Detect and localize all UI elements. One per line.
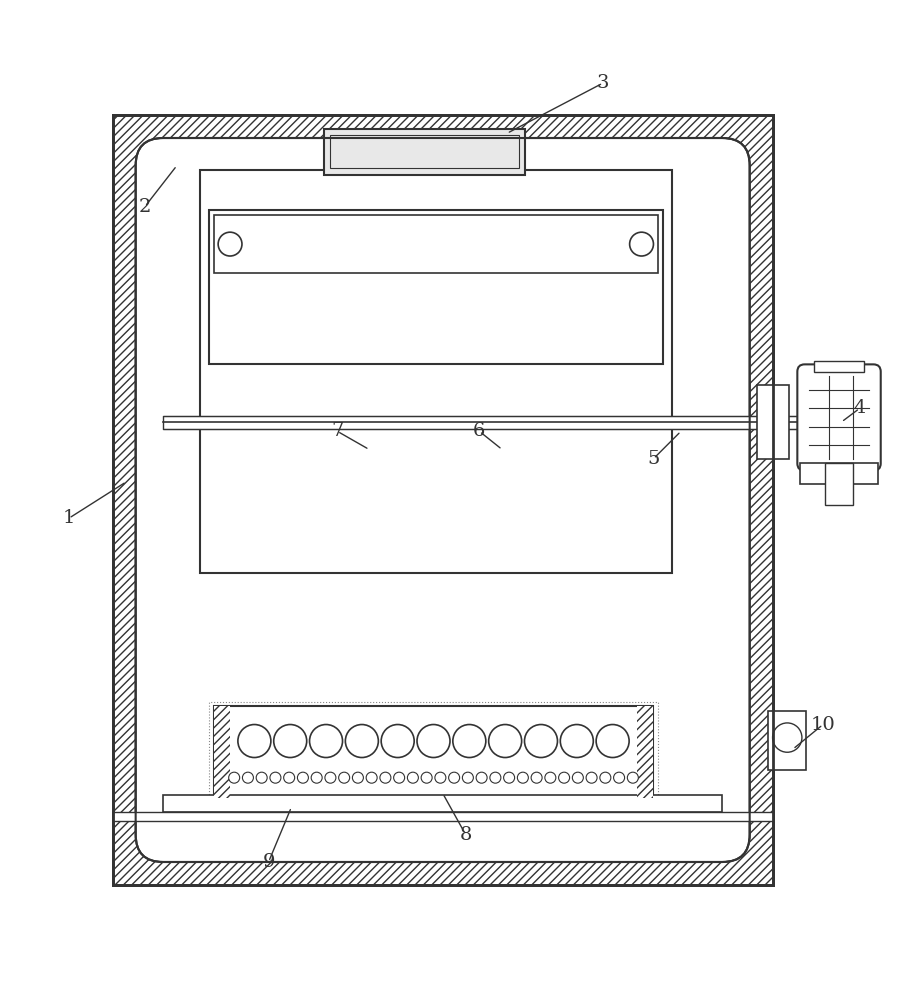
Circle shape <box>408 772 419 783</box>
Circle shape <box>311 772 322 783</box>
Bar <box>637 706 654 798</box>
Text: 3: 3 <box>597 74 609 92</box>
Circle shape <box>238 725 271 758</box>
Circle shape <box>490 772 501 783</box>
FancyBboxPatch shape <box>798 364 881 471</box>
Circle shape <box>219 232 242 256</box>
Circle shape <box>597 725 629 758</box>
Bar <box>112 115 163 885</box>
Circle shape <box>274 725 307 758</box>
Bar <box>214 706 654 798</box>
Circle shape <box>417 725 450 758</box>
Bar <box>800 463 878 484</box>
Circle shape <box>462 772 473 783</box>
Circle shape <box>476 772 487 783</box>
Circle shape <box>394 772 405 783</box>
Text: 8: 8 <box>459 826 472 844</box>
Bar <box>163 795 722 812</box>
Circle shape <box>381 725 414 758</box>
Circle shape <box>531 772 542 783</box>
Bar <box>330 135 519 168</box>
Circle shape <box>346 725 378 758</box>
Bar <box>814 361 864 372</box>
Circle shape <box>613 772 624 783</box>
Circle shape <box>270 772 281 783</box>
Bar <box>112 812 773 821</box>
Bar <box>112 115 773 885</box>
Circle shape <box>242 772 254 783</box>
Text: 4: 4 <box>854 399 866 417</box>
Circle shape <box>325 772 336 783</box>
Circle shape <box>449 772 460 783</box>
Bar <box>768 711 807 770</box>
Circle shape <box>559 772 570 783</box>
Circle shape <box>503 772 514 783</box>
Circle shape <box>630 232 654 256</box>
Circle shape <box>256 772 267 783</box>
Circle shape <box>561 725 593 758</box>
Circle shape <box>773 723 802 752</box>
Bar <box>112 115 773 165</box>
Text: 2: 2 <box>138 198 151 216</box>
Circle shape <box>352 772 363 783</box>
Text: 1: 1 <box>63 509 75 527</box>
Text: 7: 7 <box>331 422 344 440</box>
Circle shape <box>229 772 240 783</box>
Circle shape <box>338 772 349 783</box>
Circle shape <box>600 772 611 783</box>
Circle shape <box>586 772 597 783</box>
Bar <box>200 170 672 573</box>
Circle shape <box>421 772 432 783</box>
Circle shape <box>284 772 295 783</box>
Circle shape <box>298 772 309 783</box>
Circle shape <box>453 725 486 758</box>
Bar <box>112 835 773 885</box>
Bar <box>112 115 773 885</box>
Bar <box>825 463 853 505</box>
Bar <box>209 702 658 802</box>
Text: 10: 10 <box>810 716 835 734</box>
Circle shape <box>366 772 377 783</box>
Bar <box>324 129 526 175</box>
Bar <box>214 215 658 273</box>
Circle shape <box>573 772 584 783</box>
Circle shape <box>525 725 558 758</box>
Circle shape <box>380 772 391 783</box>
Text: 9: 9 <box>262 853 275 871</box>
Bar <box>722 115 773 885</box>
FancyBboxPatch shape <box>136 138 750 862</box>
Text: 6: 6 <box>473 422 486 440</box>
Circle shape <box>517 772 528 783</box>
Circle shape <box>627 772 638 783</box>
Bar <box>209 210 663 364</box>
Bar <box>214 706 230 798</box>
Circle shape <box>489 725 522 758</box>
Bar <box>163 416 805 429</box>
Circle shape <box>310 725 343 758</box>
Text: 5: 5 <box>647 450 659 468</box>
Circle shape <box>545 772 556 783</box>
Bar <box>112 115 773 885</box>
Circle shape <box>435 772 446 783</box>
Bar <box>758 385 789 459</box>
